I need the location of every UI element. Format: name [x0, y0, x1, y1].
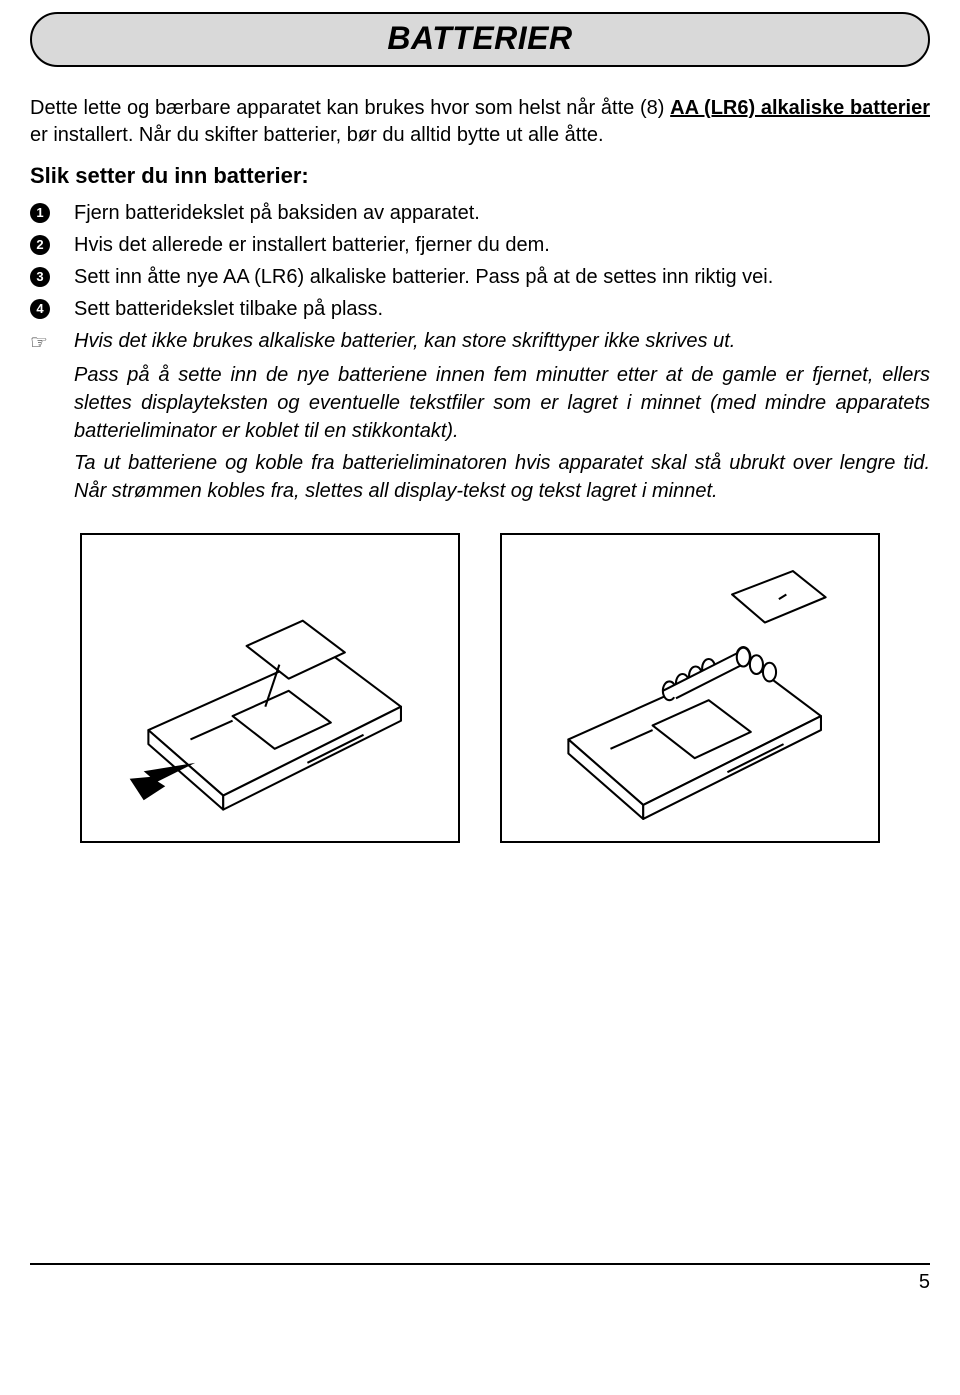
step-item: 3 Sett inn åtte nye AA (LR6) alkaliske b…	[30, 263, 930, 291]
footer-divider	[30, 1263, 930, 1265]
note-text: Hvis det ikke brukes alkaliske batterier…	[74, 327, 930, 355]
device-cover-illustration-icon	[90, 543, 450, 833]
intro-paragraph: Dette lette og bærbare apparatet kan bru…	[30, 95, 930, 149]
note-item: Pass på å sette inn de nye batteriene in…	[30, 361, 930, 445]
notes-list: ☞ Hvis det ikke brukes alkaliske batteri…	[30, 327, 930, 505]
steps-list: 1 Fjern batteridekslet på baksiden av ap…	[30, 199, 930, 323]
note-item: ☞ Hvis det ikke brukes alkaliske batteri…	[30, 327, 930, 357]
intro-text-a: Dette lette og bærbare apparatet kan bru…	[30, 97, 670, 119]
note-text: Ta ut batteriene og koble fra batterieli…	[74, 449, 930, 505]
figures-row	[30, 533, 930, 843]
intro-battery-spec: AA (LR6) alkaliske batterier	[670, 97, 930, 119]
section-title-banner: BATTERIER	[30, 12, 930, 67]
page-number: 5	[30, 1271, 930, 1294]
note-text: Pass på å sette inn de nye batteriene in…	[74, 361, 930, 445]
step-text: Sett inn åtte nye AA (LR6) alkaliske bat…	[74, 263, 773, 291]
pointing-hand-icon: ☞	[30, 329, 74, 357]
step-number-badge: 2	[30, 235, 50, 255]
step-text: Fjern batteridekslet på baksiden av appa…	[74, 199, 480, 227]
step-number-badge: 4	[30, 299, 50, 319]
step-number-badge: 1	[30, 203, 50, 223]
step-number-badge: 3	[30, 267, 50, 287]
step-text: Hvis det allerede er installert batterie…	[74, 231, 550, 259]
note-item: Ta ut batteriene og koble fra batterieli…	[30, 449, 930, 505]
step-item: 1 Fjern batteridekslet på baksiden av ap…	[30, 199, 930, 227]
section-title: BATTERIER	[387, 20, 572, 56]
figure-remove-cover	[80, 533, 460, 843]
steps-heading: Slik setter du inn batterier:	[30, 163, 930, 189]
step-text: Sett batteridekslet tilbake på plass.	[74, 295, 383, 323]
step-item: 2 Hvis det allerede er installert batter…	[30, 231, 930, 259]
intro-text-c: er installert. Når du skifter batterier,…	[30, 124, 604, 146]
figure-insert-batteries	[500, 533, 880, 843]
step-item: 4 Sett batteridekslet tilbake på plass.	[30, 295, 930, 323]
device-batteries-illustration-icon	[510, 543, 870, 833]
